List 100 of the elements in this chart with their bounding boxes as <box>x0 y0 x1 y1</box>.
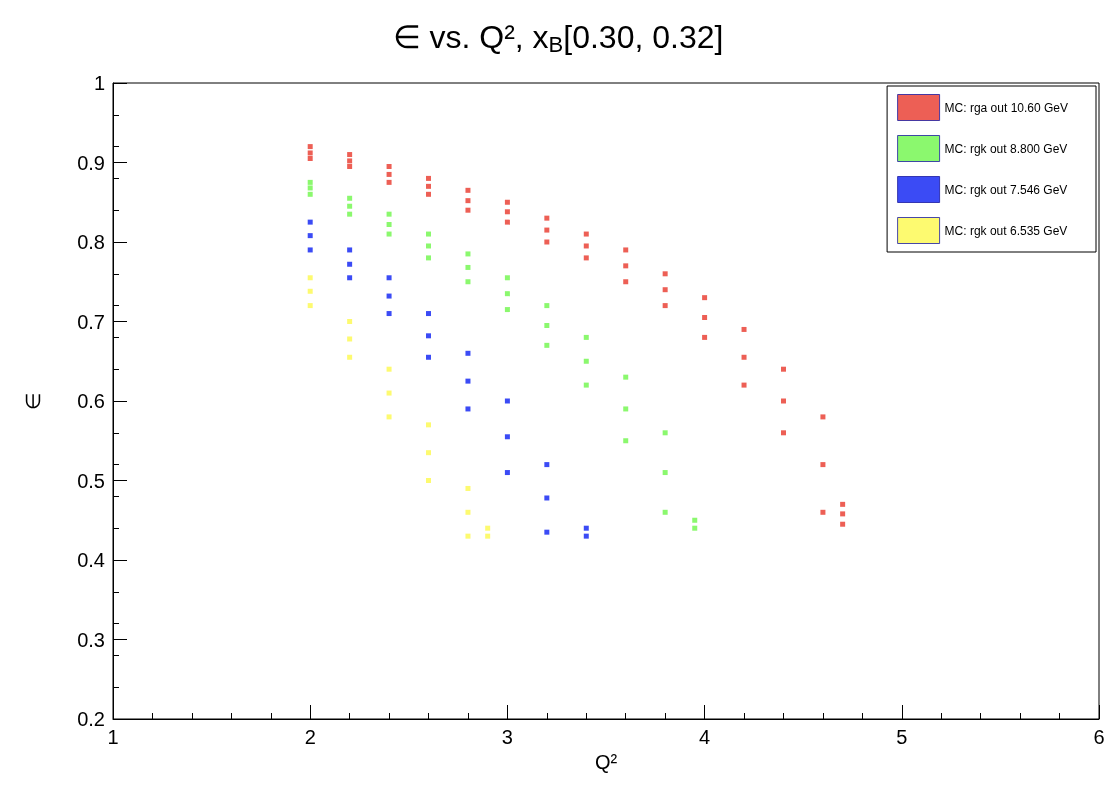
point <box>583 382 589 388</box>
point <box>347 152 353 158</box>
point <box>504 307 510 313</box>
point <box>820 462 826 468</box>
point <box>583 255 589 261</box>
point <box>386 231 392 237</box>
point <box>465 406 471 412</box>
point <box>583 231 589 237</box>
point <box>662 470 668 476</box>
point <box>544 215 550 221</box>
point <box>504 291 510 297</box>
point <box>426 354 432 360</box>
point <box>347 163 353 169</box>
point <box>386 366 392 372</box>
y-tick-label: 0.3 <box>77 628 105 651</box>
point <box>702 295 708 301</box>
point <box>692 525 698 531</box>
point <box>544 227 550 233</box>
point <box>386 211 392 217</box>
point <box>662 271 668 277</box>
y-tick-label: 0.2 <box>77 708 105 730</box>
point <box>426 231 432 237</box>
point <box>347 319 353 324</box>
point <box>504 219 510 225</box>
point <box>623 406 629 412</box>
point <box>741 326 747 332</box>
point <box>544 529 550 535</box>
point <box>386 222 392 228</box>
point <box>347 203 353 209</box>
point <box>623 438 629 444</box>
point <box>426 311 432 317</box>
point <box>386 163 392 169</box>
point <box>780 430 786 436</box>
point <box>307 303 313 309</box>
point <box>780 398 786 404</box>
point <box>583 358 589 364</box>
point <box>465 485 471 491</box>
point <box>307 275 313 281</box>
point <box>307 288 313 294</box>
y-tick-label: 1 <box>93 72 105 94</box>
point <box>544 342 550 348</box>
point <box>307 156 313 162</box>
point <box>780 366 786 372</box>
point <box>307 179 313 185</box>
point <box>386 311 392 317</box>
legend-label: MC: rgk out 6.535 GeV <box>944 223 1068 238</box>
point <box>307 185 313 191</box>
point <box>426 450 432 456</box>
point <box>544 322 550 328</box>
point <box>465 279 471 285</box>
point <box>544 239 550 245</box>
point <box>583 525 589 531</box>
point <box>347 158 353 164</box>
point <box>583 533 589 539</box>
point <box>504 434 510 440</box>
point <box>386 390 392 396</box>
point <box>307 233 313 239</box>
point <box>426 243 432 249</box>
point <box>386 275 392 281</box>
point <box>583 243 589 249</box>
point <box>386 179 392 185</box>
point <box>426 478 432 483</box>
x-tick-label: 2 <box>304 726 316 748</box>
point <box>662 509 668 515</box>
x-tick-label: 6 <box>1093 726 1105 748</box>
point <box>465 509 471 515</box>
point <box>307 247 313 253</box>
point <box>347 336 353 342</box>
point <box>741 382 747 388</box>
y-tick-label: 0.8 <box>77 231 105 253</box>
point <box>485 525 491 531</box>
point <box>347 354 353 360</box>
point <box>465 533 471 539</box>
point <box>623 374 629 380</box>
point <box>386 293 392 299</box>
point <box>623 263 629 269</box>
point <box>583 334 589 340</box>
point <box>623 247 629 253</box>
point <box>662 303 668 309</box>
point <box>426 333 432 339</box>
point <box>504 398 510 404</box>
x-tick-label: 4 <box>699 726 711 748</box>
point <box>485 533 491 539</box>
point <box>702 315 708 321</box>
point <box>347 275 353 281</box>
point <box>386 171 392 177</box>
point <box>347 195 353 201</box>
point <box>465 207 471 213</box>
x-tick-label: 5 <box>896 726 908 748</box>
point <box>426 422 432 428</box>
y-axis-title: ∈ <box>22 392 44 410</box>
point <box>426 175 432 181</box>
point <box>465 251 471 257</box>
point <box>692 517 698 523</box>
point <box>702 334 708 340</box>
x-axis-title: Q² <box>594 750 618 773</box>
x-tick-label: 3 <box>501 726 513 748</box>
point <box>465 198 471 204</box>
point <box>426 183 432 189</box>
point <box>840 511 846 517</box>
